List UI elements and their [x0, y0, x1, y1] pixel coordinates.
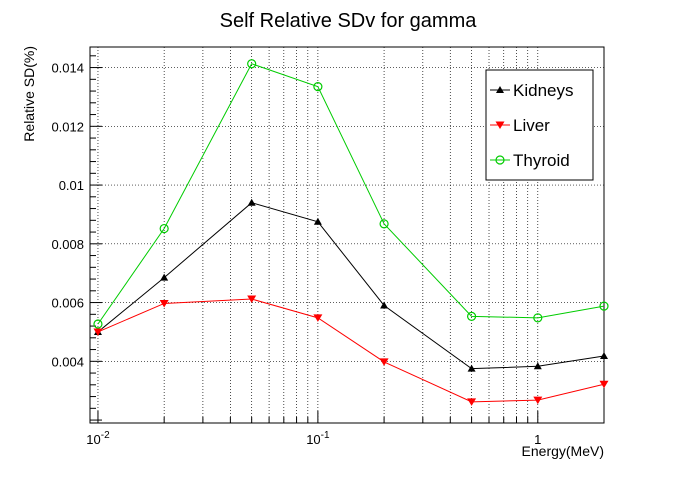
x-axis-label: Energy(MeV) — [522, 443, 604, 459]
data-point-liver — [159, 299, 169, 308]
chart-title: Self Relative SDv for gamma — [220, 10, 478, 32]
data-point-liver — [533, 396, 543, 405]
data-point-liver — [247, 295, 257, 304]
data-point-liver — [93, 328, 103, 336]
data-point-liver — [313, 314, 323, 322]
legend-marker-liver — [495, 121, 505, 129]
y-tick-label: 0.006 — [51, 296, 84, 311]
legend-label-liver: Liver — [513, 116, 550, 135]
data-point-kidneys — [160, 273, 169, 281]
data-point-thyroid — [247, 59, 257, 69]
legend-marker-kidneys — [496, 86, 504, 93]
data-point-liver — [467, 398, 477, 406]
x-tick-label: 10-1 — [306, 430, 330, 447]
data-point-liver — [379, 358, 389, 366]
data-point-kidneys — [533, 362, 542, 370]
y-tick-label: 0.012 — [51, 119, 84, 134]
series-line-kidneys — [97, 202, 605, 370]
data-point-thyroid — [379, 219, 389, 229]
legend-label-kidneys: Kidneys — [513, 81, 573, 100]
data-point-thyroid — [313, 82, 323, 92]
series-line-liver — [97, 298, 605, 403]
x-tick-label: 10-2 — [86, 430, 110, 447]
data-point-kidneys — [380, 301, 389, 309]
legend: Kidneys Liver Thyroid — [485, 69, 594, 181]
data-point-kidneys — [467, 364, 476, 372]
y-tick-label: 0.01 — [59, 178, 84, 193]
y-tick-label: 0.004 — [51, 354, 84, 369]
y-tick-label: 0.008 — [51, 237, 84, 252]
data-point-thyroid — [466, 311, 477, 321]
data-point-thyroid — [533, 313, 543, 323]
legend-marker-thyroid — [495, 155, 505, 165]
data-point-liver — [599, 380, 609, 389]
data-point-thyroid — [599, 301, 609, 311]
data-point-thyroid — [93, 319, 103, 329]
series-layer — [93, 59, 609, 406]
data-point-kidneys — [313, 217, 322, 225]
x-tick-label: 1 — [534, 432, 541, 447]
data-point-kidneys — [600, 352, 608, 360]
legend-label-thyroid: Thyroid — [513, 151, 570, 170]
plot-frame — [89, 46, 605, 424]
y-axis-label: Relative SD(%) — [21, 46, 37, 142]
ticks-layer: 10-2 10-1 1 0.004 0.006 0.008 0.01 0.012 0.014 — [51, 55, 605, 447]
data-point-thyroid — [159, 223, 169, 234]
data-point-kidneys — [247, 198, 256, 206]
y-tick-label: 0.014 — [51, 61, 84, 76]
series-line-thyroid — [97, 63, 605, 325]
